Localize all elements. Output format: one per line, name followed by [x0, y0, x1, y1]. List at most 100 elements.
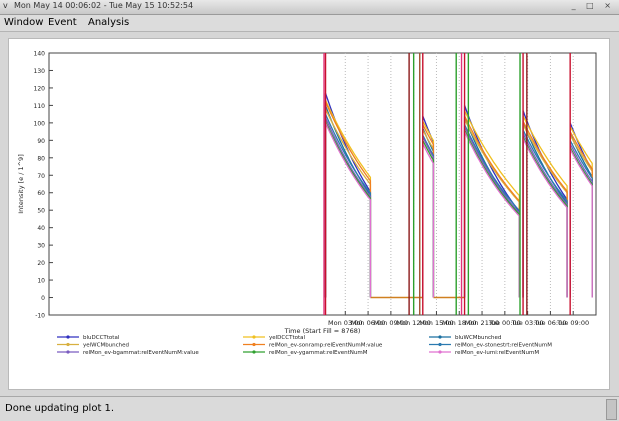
series-line [422, 120, 435, 298]
menu-analysis[interactable]: Analysis [88, 17, 130, 28]
legend-label: yelWCMbunched [83, 343, 129, 349]
window-titlebar: v Mon May 14 00:06:02 - Tue May 15 10:52… [0, 0, 619, 15]
series-line [522, 133, 568, 298]
series-line [463, 129, 520, 298]
window-menu-icon[interactable]: v [3, 1, 8, 10]
y-tick-label: 140 [34, 51, 46, 58]
x-tick-label: Mon 12:00 [396, 319, 431, 327]
y-tick-label: 30 [37, 243, 45, 250]
legend-label: bluWCMbunched [455, 335, 501, 341]
series-line [522, 129, 568, 298]
menu-event[interactable]: Event [48, 17, 77, 28]
series-line [324, 99, 372, 298]
legend-marker [252, 342, 256, 347]
window-controls[interactable]: _ □ × [571, 1, 615, 10]
series-line [324, 117, 372, 298]
series-4 [324, 101, 593, 298]
series-line [324, 120, 372, 298]
menubar: Window Event Analysis [0, 15, 619, 32]
y-tick-label: 100 [34, 120, 46, 127]
legend-marker [438, 350, 442, 354]
y-tick-label: 50 [37, 208, 45, 215]
series-line [463, 131, 520, 298]
intensity-chart[interactable]: -10 0 10 20 30 40 50 60 70 80 90 100 110 120 130 140 Mon… [9, 39, 609, 389]
series-line [522, 138, 568, 298]
series-line [569, 148, 593, 298]
resize-grip[interactable] [606, 399, 617, 420]
series-line [522, 136, 568, 298]
status-message: Done updating plot 1. [5, 403, 115, 414]
y-tick-label: 40 [37, 225, 45, 232]
legend-label: relMon_ev-bgammat:relEventNumM:value [83, 350, 199, 356]
series-line [422, 143, 435, 298]
series-line [422, 124, 435, 298]
x-tick-label: Tue 00:00 [488, 319, 521, 327]
y-tick-label: 130 [34, 68, 46, 75]
series-7 [324, 120, 593, 298]
legend-label: relMon_ev-stonestrt:relEventNumM [455, 343, 552, 349]
x-tick-label: Tue 06:00 [533, 319, 566, 327]
legend-marker [252, 350, 256, 354]
series-6 [324, 117, 593, 298]
x-tick-label: Mon 15:00 [419, 319, 454, 327]
series-line [522, 115, 568, 298]
y-tick-label: 120 [34, 85, 46, 92]
legend-label: relMon_ev-sonramp:relEventNumM:value [269, 343, 383, 349]
y-tick-label: -10 [35, 313, 45, 320]
series-line [463, 115, 520, 298]
status-bar: Done updating plot 1. [0, 396, 619, 421]
series-1 [324, 99, 593, 298]
legend-label: relMon_ev-ygammat:relEventNumM [269, 350, 368, 356]
series-line [569, 147, 593, 298]
series-line [324, 113, 372, 298]
series-8 [324, 122, 593, 298]
legend-marker [66, 342, 70, 347]
plot-panel: -10 0 10 20 30 40 50 60 70 80 90 100 110 120 130 140 Mon… [8, 38, 610, 390]
x-tick-label: Mon 09:00 [374, 319, 409, 327]
x-tick-label: Tue 09:00 [556, 319, 589, 327]
legend-marker [438, 335, 442, 339]
y-tick-label: 10 [37, 278, 45, 285]
y-tick-label: 0 [41, 295, 45, 302]
series-line [324, 101, 372, 298]
legend-marker [438, 342, 442, 347]
plot-frame [48, 52, 597, 316]
legend-label: yelDCCTtotal [269, 335, 305, 341]
y-tick-label: 110 [34, 103, 46, 110]
series-line [569, 143, 593, 298]
y-tick-label: 70 [37, 173, 45, 180]
series-line [422, 136, 435, 298]
x-tick-label: Mon 18:00 [442, 319, 477, 327]
series-line [324, 108, 372, 298]
y-tick-label: 80 [37, 155, 45, 162]
y-tick-label: 90 [37, 138, 45, 145]
series-line [422, 134, 435, 298]
series-line [522, 120, 568, 298]
series-line [569, 140, 593, 298]
legend-marker [66, 335, 70, 339]
series-line [422, 140, 435, 298]
x-tick-label: Mon 03:00 [328, 319, 363, 327]
legend-marker [252, 335, 256, 339]
series-line [463, 124, 520, 298]
y-axis-title: Intensity [e / 1^9] [17, 154, 25, 213]
x-tick-label: Mon 06:00 [351, 319, 386, 327]
legend-marker [66, 350, 70, 354]
y-tick-label: 20 [37, 260, 45, 267]
x-tick-label: Mon 21:00 [465, 319, 500, 327]
y-tick-label: 60 [37, 190, 45, 197]
series-line [569, 126, 593, 298]
x-axis-title: Time (Start Fill = 8768) [284, 327, 361, 335]
series-line [463, 110, 520, 298]
series-5 [324, 113, 593, 298]
legend-label: bluDCCTtotal [83, 335, 120, 341]
series-line [422, 129, 435, 298]
legend-label: relMon_ev-lumi:relEventNumM [455, 350, 539, 356]
series-line [522, 124, 568, 298]
menu-window[interactable]: Window [4, 17, 44, 28]
series-line [569, 134, 593, 298]
series-line [324, 122, 372, 298]
series-3 [324, 108, 593, 298]
x-tick-label: Tue 03:00 [511, 319, 544, 327]
series-line [463, 119, 520, 298]
